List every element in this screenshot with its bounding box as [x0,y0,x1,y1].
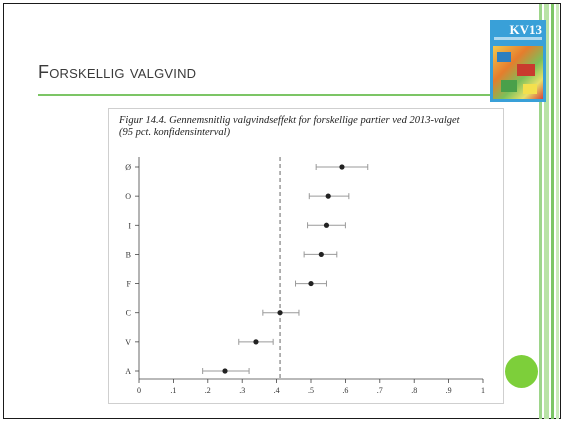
x-tick-label: .7 [377,386,383,395]
x-tick-label: .1 [170,386,176,395]
decor-stripe [544,4,549,419]
decor-stripe [539,4,542,419]
y-tick-label-V: V [125,338,131,347]
book-cover-title: KV13 [509,22,543,37]
y-tick-label-I: I [128,221,131,230]
y-tick-label-C: C [126,309,131,318]
caption-line-1: Figur 14.4. Gennemsnitlig valgvindseffek… [119,115,460,126]
dot-plot-chart: 0 .1 .2 .3 .4 .5 .6 .7 .8 .9 1 Ø O I B F C V A [125,157,485,395]
point-V [253,339,259,345]
y-tick-label-B: B [126,250,131,259]
x-tick-label: .5 [308,386,314,395]
book-cover-image: KV13 [490,20,546,102]
y-tick-label-O: O [125,192,131,201]
x-tick-label: .8 [411,386,417,395]
y-tick-label-A: A [125,367,131,376]
x-tick-label: .9 [446,386,452,395]
x-tick-label: .3 [239,386,245,395]
point-Ø [339,164,345,170]
point-B [318,251,324,258]
x-tick-label: 1 [481,386,485,395]
figure-panel: Figur 14.4. Gennemsnitlig valgvindseffek… [108,108,504,404]
slide-title-text: Forskellig valgvind [38,62,197,82]
point-A [222,368,228,374]
y-tick-label-Ø: Ø [125,163,131,172]
point-I [323,222,330,228]
point-F [308,280,314,287]
decor-green-circle [505,355,538,388]
x-tick-label: .6 [342,386,348,395]
decor-stripe [551,4,554,419]
x-tick-label: 0 [137,386,141,395]
slide-title: Forskellig valgvind [38,62,196,83]
x-tick-label: .4 [274,386,280,395]
figure-caption: Figur 14.4. Gennemsnitlig valgvindseffek… [119,115,499,139]
caption-line-2: (95 pct. konfidensinterval) [119,127,231,138]
book-cover-subtitle-bar [494,37,542,40]
y-tick-label-F: F [127,280,132,289]
x-tick-label: .2 [205,386,211,395]
title-rule [38,94,538,96]
book-cover-art [493,46,543,99]
point-C [277,310,283,316]
decor-stripe [556,4,559,419]
point-O [325,193,331,199]
